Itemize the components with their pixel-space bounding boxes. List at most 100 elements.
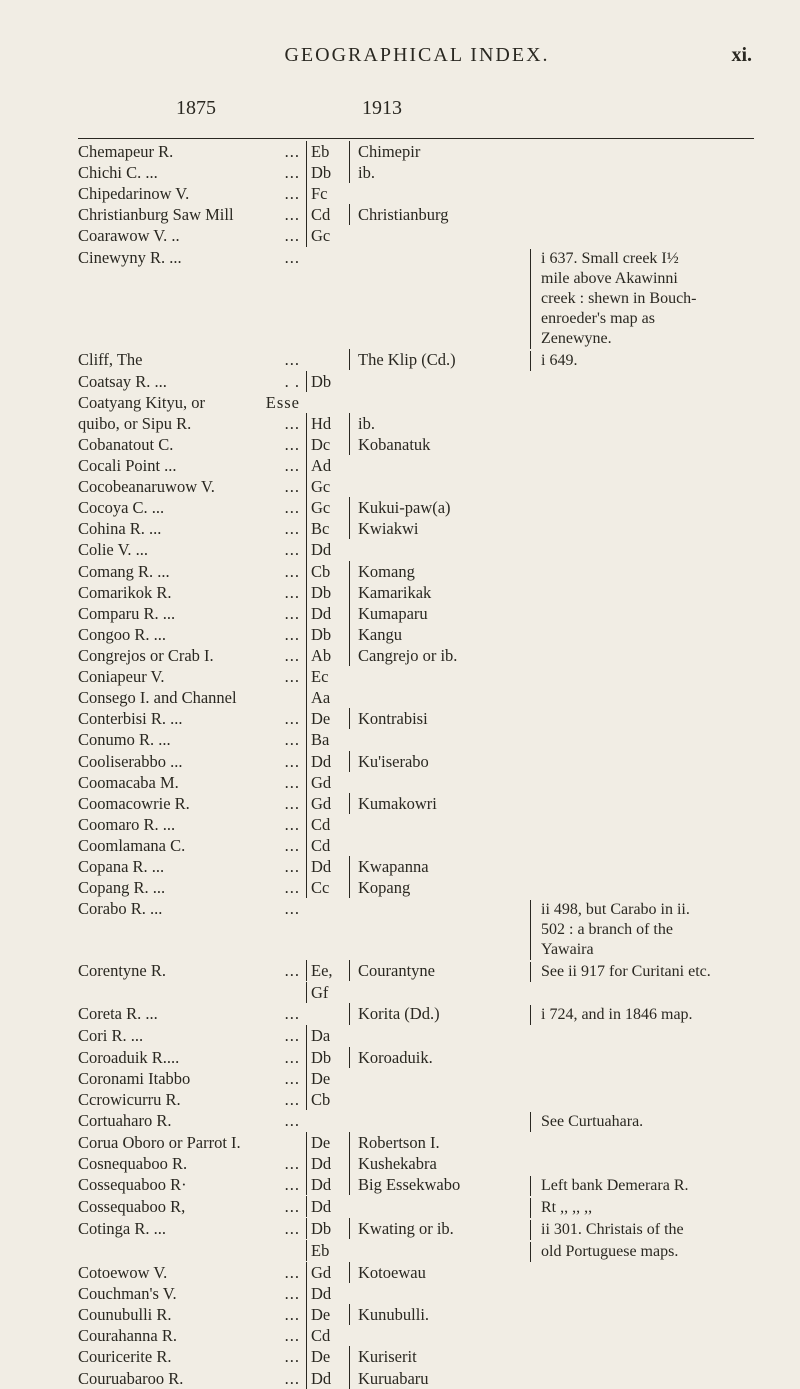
table-row: Consego I. and ChannelAa [78, 687, 756, 708]
table-row: Coarawow V. .....Gc [78, 225, 756, 246]
top-rule [78, 138, 754, 139]
table-row: Copana R. ......DdKwapanna [78, 856, 756, 877]
map-reference: Cd [306, 1325, 349, 1346]
entry-name: Cinewyny R. ...... [78, 247, 306, 268]
entry-name: Coomlamana C.... [78, 835, 306, 856]
synonym-1913: Courantyne [349, 960, 530, 981]
leader-dots: ... [281, 1153, 300, 1174]
folio: xi. [731, 44, 752, 67]
entry-name: Ccrowicurru R.... [78, 1089, 306, 1110]
entry-name: Cotinga R. ...... [78, 1218, 306, 1239]
entry-name-text: Cocali Point ... [78, 455, 177, 476]
map-reference: Dd [306, 1368, 349, 1389]
map-reference: Ba [306, 729, 349, 750]
map-reference: Cc [306, 877, 349, 898]
leader-dots: ... [281, 225, 300, 246]
map-reference: Gc [306, 476, 349, 497]
table-row: Cocoya C. ......GcKukui-paw(a) [78, 497, 756, 518]
table-row: Courahanna R....Cd [78, 1325, 756, 1346]
table-row: Cossequaboo R,...DdRt ,, ,, ,, [78, 1196, 756, 1218]
entry-name-text: Conumo R. ... [78, 729, 171, 750]
table-row: Couricerite R....DeKuriserit [78, 1346, 756, 1367]
synonym-1913: Komang [349, 561, 530, 582]
note-line: Zenewyne. [541, 329, 756, 349]
note-line: Rt ,, ,, ,, [541, 1198, 756, 1218]
leader-dots: ... [281, 793, 300, 814]
entry-name: Cortuaharo R.... [78, 1110, 306, 1131]
entry-name-text: Cooliserabbo ... [78, 751, 183, 772]
note-line: ii 498, but Carabo in ii. [541, 900, 756, 920]
map-reference: Dd [306, 1196, 349, 1217]
entry-name-text: Cortuaharo R. [78, 1110, 171, 1131]
entry-name: Coreta R. ...... [78, 1003, 306, 1024]
year-left: 1875 [78, 97, 314, 120]
leader-dots: ... [281, 204, 300, 225]
synonym-1913: Kumaparu [349, 603, 530, 624]
synonym-1913: Ku'iserabo [349, 751, 530, 772]
note-cell: i 637. Small creek I½mile above Akawinni… [530, 249, 756, 349]
entry-name-text: Cotinga R. ... [78, 1218, 166, 1239]
entry-name-text: Cocobeanaruwow V. [78, 476, 215, 497]
map-reference: Gd [306, 772, 349, 793]
table-row: Congoo R. ......DbKangu [78, 624, 756, 645]
leader-dots: ... [281, 624, 300, 645]
entry-name: Cohina R. ...... [78, 518, 306, 539]
synonym-1913: The Klip (Cd.) [349, 349, 530, 370]
entry-name: Copang R. ...... [78, 877, 306, 898]
entry-name: Cocali Point ...... [78, 455, 306, 476]
table-row: Couchman's V....Dd [78, 1283, 756, 1304]
entry-name-text: Coomacaba M. [78, 772, 179, 793]
table-row: Coronami Itabbo...De [78, 1068, 756, 1089]
map-reference: Fc [306, 183, 349, 204]
table-row: Coomacaba M....Gd [78, 772, 756, 793]
table-row: Comarikok R....DbKamarikak [78, 582, 756, 603]
synonym-1913: Chimepir [349, 141, 530, 162]
leader-dots: ... [281, 835, 300, 856]
entry-name: Corentyne R.... [78, 960, 306, 981]
note-block: i 724, and in 1846 map. [541, 1005, 756, 1025]
leader-dots: ... [281, 751, 300, 772]
map-reference: Cb [306, 561, 349, 582]
entry-name: Colie V. ...... [78, 539, 306, 560]
entry-name-text: Chemapeur R. [78, 141, 173, 162]
entry-name: Coomacaba M.... [78, 772, 306, 793]
map-reference: Eb [306, 1240, 349, 1261]
table-row: Corentyne R....Ee,Courantyne See ii 917 f… [78, 960, 756, 982]
entry-name: Chichi C. ...... [78, 162, 306, 183]
table-row: Cohina R. ......BcKwiakwi [78, 518, 756, 539]
entry-name: Chipedarinow V.... [78, 183, 306, 204]
map-reference: Cd [306, 814, 349, 835]
synonym-1913: Kontrabisi [349, 708, 530, 729]
note-block: i 637. Small creek I½mile above Akawinni… [541, 249, 756, 349]
note-cell: i 724, and in 1846 map. [530, 1005, 756, 1025]
entry-name-text: Counubulli R. [78, 1304, 172, 1325]
entry-name-text: Couchman's V. [78, 1283, 177, 1304]
entry-name: Cooliserabbo ...... [78, 751, 306, 772]
entry-name-text: Christianburg Saw Mill [78, 204, 234, 225]
entry-name-text: Congrejos or Crab I. [78, 645, 214, 666]
leader-dots: ... [281, 247, 300, 268]
note-block: See ii 917 for Curitani etc. [541, 962, 756, 982]
note-line: 502 : a branch of the [541, 920, 756, 940]
map-reference: Dd [306, 856, 349, 877]
map-reference: Gd [306, 1262, 349, 1283]
map-reference: Cb [306, 1089, 349, 1110]
table-row: Cliff, The...The Klip (Cd.)i 649. [78, 349, 756, 371]
entry-name: Conumo R. ...... [78, 729, 306, 750]
note-cell: ii 301. Christais of the [530, 1220, 756, 1240]
leader-dots: ... [281, 898, 300, 919]
entry-name-text: Cossequaboo R, [78, 1196, 185, 1217]
entry-name: Corabo R. ...... [78, 898, 306, 919]
map-reference: Ee, [306, 960, 349, 981]
note-cell: Left bank Demerara R. [530, 1176, 756, 1196]
table-row: Coatsay R. .... .Db [78, 371, 756, 392]
index-table: Chemapeur R.... Eb Chimepir Chichi C. .....… [78, 141, 756, 1389]
note-line: See ii 917 for Curitani etc. [541, 962, 756, 982]
entry-name-text: Conterbisi R. ... [78, 708, 183, 729]
note-block: ii 301. Christais of the [541, 1220, 756, 1240]
table-row: Counubulli R....DeKunubulli. [78, 1304, 756, 1325]
leader-dots: ... [281, 434, 300, 455]
leader-dots: ... [281, 856, 300, 877]
entry-name-text: Cocoya C. ... [78, 497, 164, 518]
entry-name: Cliff, The... [78, 349, 306, 370]
